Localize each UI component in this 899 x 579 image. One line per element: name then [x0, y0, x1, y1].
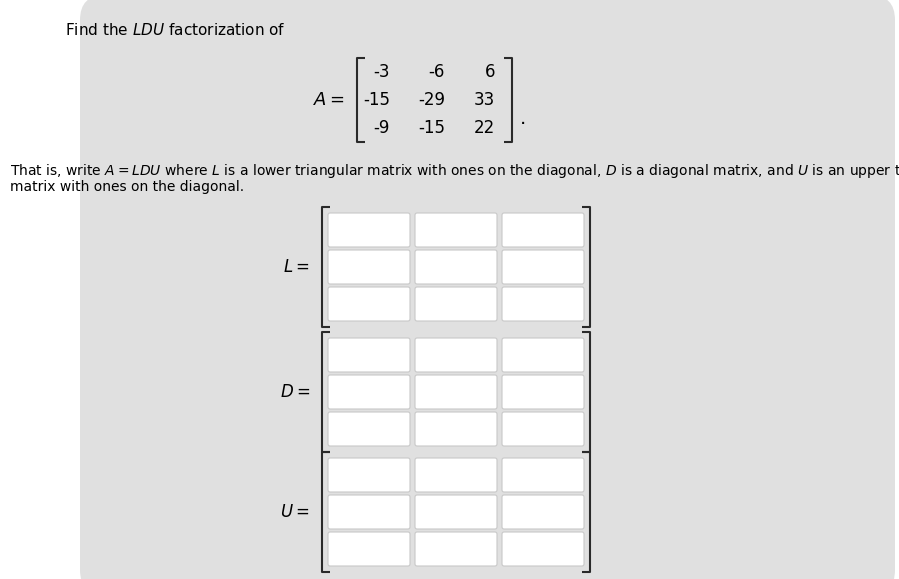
FancyBboxPatch shape: [328, 338, 410, 372]
Text: .: .: [520, 109, 526, 128]
Text: -3: -3: [373, 63, 390, 81]
FancyBboxPatch shape: [328, 532, 410, 566]
Text: That is, write $A = LDU$ where $L$ is a lower triangular matrix with ones on the: That is, write $A = LDU$ where $L$ is a …: [10, 162, 899, 180]
Text: $A=$: $A=$: [313, 91, 345, 109]
FancyBboxPatch shape: [415, 287, 497, 321]
FancyBboxPatch shape: [328, 213, 410, 247]
FancyBboxPatch shape: [502, 532, 584, 566]
Text: Find the $LDU$ factorization of: Find the $LDU$ factorization of: [65, 22, 286, 38]
FancyBboxPatch shape: [415, 458, 497, 492]
FancyBboxPatch shape: [328, 375, 410, 409]
FancyBboxPatch shape: [502, 495, 584, 529]
Text: $U=$: $U=$: [280, 503, 310, 521]
FancyBboxPatch shape: [415, 375, 497, 409]
FancyBboxPatch shape: [415, 412, 497, 446]
FancyBboxPatch shape: [328, 458, 410, 492]
FancyBboxPatch shape: [415, 250, 497, 284]
FancyBboxPatch shape: [328, 250, 410, 284]
Text: matrix with ones on the diagonal.: matrix with ones on the diagonal.: [10, 180, 245, 194]
Text: 22: 22: [474, 119, 495, 137]
Text: -15: -15: [363, 91, 390, 109]
Text: -9: -9: [374, 119, 390, 137]
FancyBboxPatch shape: [502, 338, 584, 372]
FancyBboxPatch shape: [502, 213, 584, 247]
FancyBboxPatch shape: [502, 250, 584, 284]
FancyBboxPatch shape: [415, 338, 497, 372]
Text: -6: -6: [429, 63, 445, 81]
Text: -15: -15: [418, 119, 445, 137]
FancyBboxPatch shape: [80, 0, 895, 579]
Text: 6: 6: [485, 63, 495, 81]
Text: $D=$: $D=$: [280, 383, 310, 401]
Text: 33: 33: [474, 91, 495, 109]
FancyBboxPatch shape: [415, 495, 497, 529]
FancyBboxPatch shape: [502, 458, 584, 492]
FancyBboxPatch shape: [502, 412, 584, 446]
FancyBboxPatch shape: [328, 412, 410, 446]
FancyBboxPatch shape: [415, 213, 497, 247]
FancyBboxPatch shape: [328, 287, 410, 321]
FancyBboxPatch shape: [328, 495, 410, 529]
Text: $L=$: $L=$: [283, 258, 310, 276]
FancyBboxPatch shape: [502, 287, 584, 321]
Text: -29: -29: [418, 91, 445, 109]
FancyBboxPatch shape: [502, 375, 584, 409]
FancyBboxPatch shape: [415, 532, 497, 566]
